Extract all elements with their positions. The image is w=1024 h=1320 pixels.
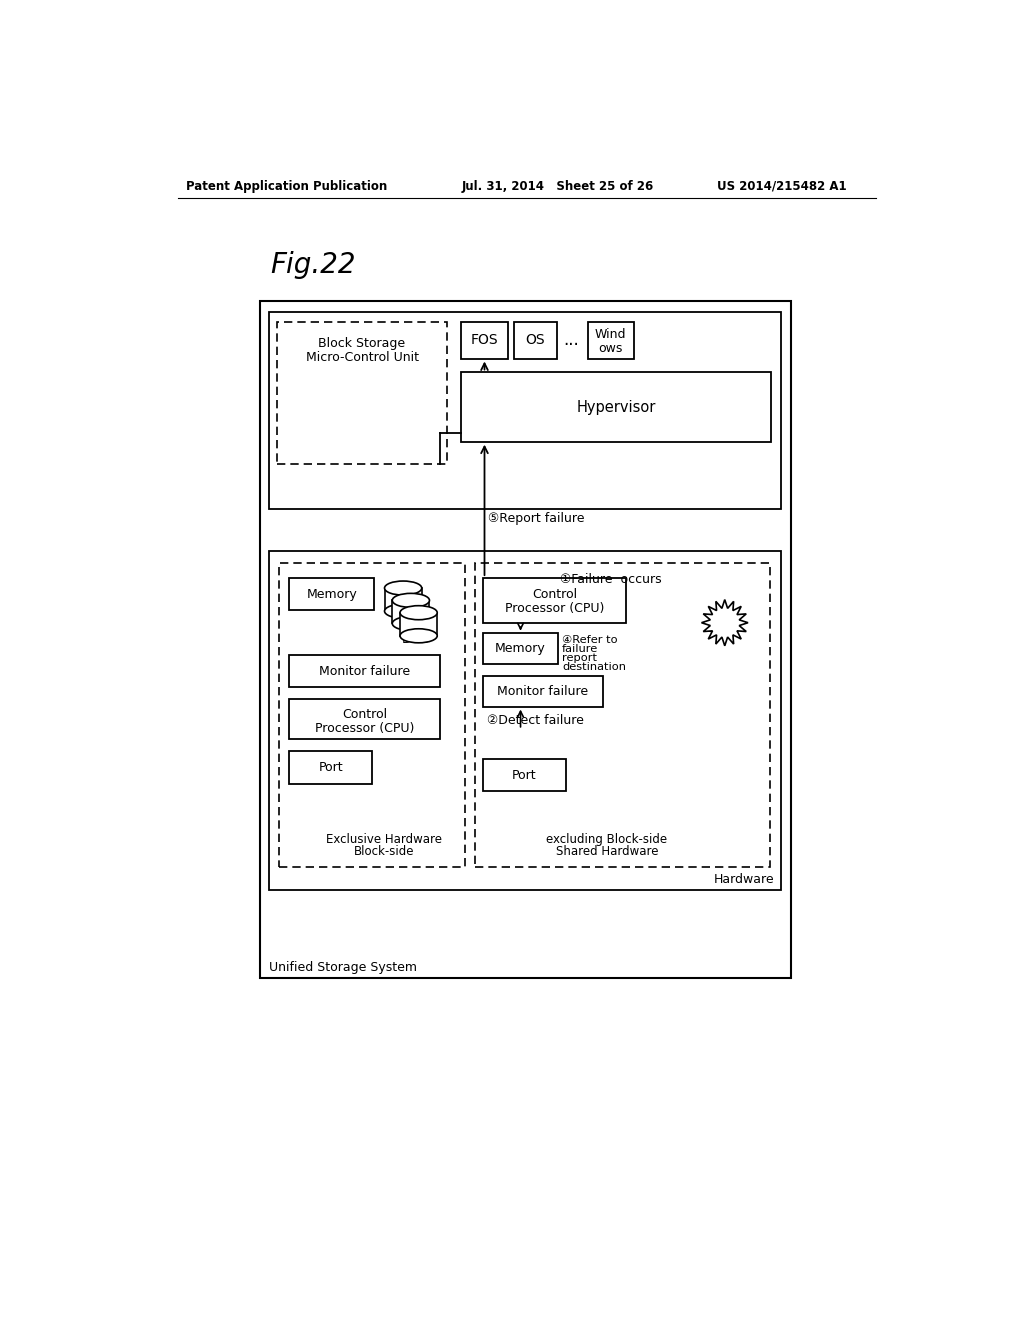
- Text: excluding Block-side: excluding Block-side: [547, 833, 668, 846]
- Text: Port: Port: [512, 768, 537, 781]
- Polygon shape: [701, 599, 748, 645]
- Bar: [392, 601, 429, 623]
- Text: Wind: Wind: [595, 329, 627, 342]
- Bar: [276, 322, 447, 465]
- Bar: [269, 313, 780, 508]
- Bar: [269, 552, 780, 890]
- Text: Exclusive Hardware: Exclusive Hardware: [326, 833, 441, 846]
- Text: Patent Application Publication: Patent Application Publication: [186, 180, 387, 193]
- Text: report: report: [562, 653, 597, 663]
- Bar: [483, 676, 603, 706]
- Text: Fig.22: Fig.22: [270, 251, 355, 279]
- Text: Processor (CPU): Processor (CPU): [315, 722, 415, 735]
- Bar: [289, 578, 375, 610]
- Text: Port: Port: [318, 760, 343, 774]
- Ellipse shape: [385, 581, 422, 595]
- Text: ②Detect failure: ②Detect failure: [486, 714, 584, 727]
- Text: ows: ows: [599, 342, 623, 355]
- Text: Monitor failure: Monitor failure: [498, 685, 589, 698]
- Ellipse shape: [385, 605, 422, 618]
- Bar: [385, 589, 422, 611]
- Bar: [289, 700, 440, 739]
- Text: Hardware: Hardware: [714, 873, 774, 886]
- Text: ...: ...: [563, 331, 580, 348]
- Ellipse shape: [400, 628, 437, 643]
- Bar: [483, 634, 558, 664]
- Text: Hypervisor: Hypervisor: [577, 400, 656, 414]
- Text: Jul. 31, 2014   Sheet 25 of 26: Jul. 31, 2014 Sheet 25 of 26: [461, 180, 653, 193]
- Text: FOS: FOS: [471, 333, 499, 347]
- Text: Control: Control: [532, 589, 578, 602]
- Ellipse shape: [392, 594, 429, 607]
- Bar: [461, 322, 508, 359]
- Text: Memory: Memory: [496, 643, 546, 656]
- Bar: [400, 612, 437, 636]
- Text: Disk: Disk: [401, 634, 428, 647]
- Bar: [475, 562, 770, 867]
- Bar: [514, 322, 557, 359]
- Text: ⑤Report failure: ⑤Report failure: [488, 512, 585, 525]
- Text: ①Failure  occurs: ①Failure occurs: [560, 573, 663, 586]
- Text: Monitor failure: Monitor failure: [319, 665, 411, 677]
- Text: Shared Hardware: Shared Hardware: [556, 845, 658, 858]
- Text: Block Storage: Block Storage: [318, 337, 406, 350]
- Text: ④Refer to: ④Refer to: [562, 635, 617, 644]
- Bar: [461, 372, 771, 442]
- Ellipse shape: [400, 606, 437, 619]
- Bar: [483, 759, 566, 792]
- Text: Memory: Memory: [306, 587, 357, 601]
- Bar: [260, 301, 791, 978]
- Bar: [289, 751, 372, 784]
- Text: Control: Control: [342, 708, 387, 721]
- Text: Processor (CPU): Processor (CPU): [505, 602, 604, 615]
- Text: Micro-Control Unit: Micro-Control Unit: [305, 351, 419, 363]
- Text: Block-side: Block-side: [353, 845, 414, 858]
- Bar: [483, 578, 627, 623]
- Text: failure: failure: [562, 644, 598, 653]
- Text: OS: OS: [525, 333, 545, 347]
- Bar: [588, 322, 634, 359]
- Text: US 2014/215482 A1: US 2014/215482 A1: [717, 180, 847, 193]
- Text: destination: destination: [562, 663, 626, 672]
- Ellipse shape: [392, 616, 429, 631]
- Text: Unified Storage System: Unified Storage System: [269, 961, 417, 974]
- Bar: [289, 655, 440, 688]
- Bar: [280, 562, 465, 867]
